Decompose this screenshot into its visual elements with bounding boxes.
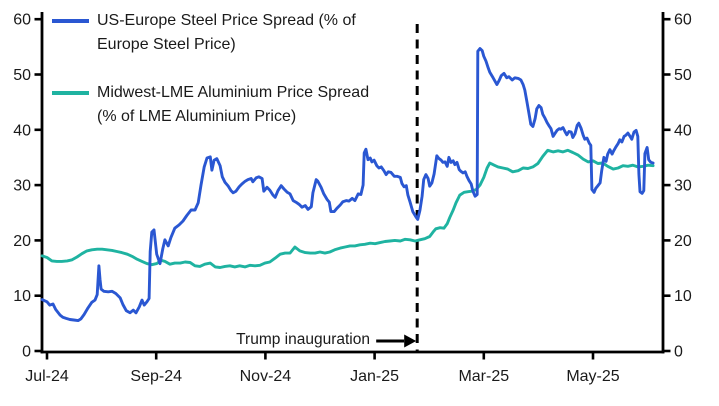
x-tick-label: Jul-24 bbox=[25, 368, 69, 385]
y-tick-label-right: 20 bbox=[674, 233, 692, 250]
x-tick-label: May-25 bbox=[566, 368, 619, 385]
x-tick-label: Jan-25 bbox=[350, 368, 399, 385]
annotation-arrow-head bbox=[404, 334, 417, 348]
steel-legend-swatch bbox=[52, 19, 89, 23]
legend-item-aluminium: Midwest-LME Aluminium Price Spread (% of … bbox=[52, 81, 369, 129]
steel-legend-line1: US-Europe Steel Price Spread (% of bbox=[97, 12, 356, 29]
y-tick-label-left: 0 bbox=[22, 344, 31, 361]
y-tick-label-left: 20 bbox=[13, 233, 31, 250]
y-tick-label-left: 30 bbox=[13, 178, 31, 195]
y-tick-label-right: 60 bbox=[674, 12, 692, 29]
y-tick-label-right: 30 bbox=[674, 178, 692, 195]
aluminium-series-line bbox=[40, 148, 655, 269]
legend-item-steel: US-Europe Steel Price Spread (% of Europe… bbox=[52, 9, 356, 57]
y-tick-label-right: 40 bbox=[674, 122, 692, 139]
y-tick-label-right: 0 bbox=[674, 344, 683, 361]
y-tick-label-right: 50 bbox=[674, 67, 692, 84]
aluminium-legend-swatch bbox=[52, 91, 89, 95]
steel-series-line bbox=[40, 47, 655, 323]
annotation-trump-inauguration: Trump inauguration bbox=[236, 331, 370, 348]
aluminium-legend-line1: Midwest-LME Aluminium Price Spread bbox=[97, 84, 370, 101]
x-tick-label: Nov-24 bbox=[240, 368, 292, 385]
x-tick-label: Mar-25 bbox=[458, 368, 509, 385]
y-tick-label-right: 10 bbox=[674, 288, 692, 305]
y-tick-label-left: 50 bbox=[13, 67, 31, 84]
aluminium-legend-label: Midwest-LME Aluminium Price Spread (% of … bbox=[97, 81, 369, 129]
steel-legend-label: US-Europe Steel Price Spread (% of Europe… bbox=[97, 9, 356, 57]
y-tick-label-left: 10 bbox=[13, 288, 31, 305]
y-tick-label-left: 40 bbox=[13, 122, 31, 139]
y-tick-label-left: 60 bbox=[13, 12, 31, 29]
x-tick-label: Sep-24 bbox=[130, 368, 182, 385]
aluminium-legend-line2: (% of LME Aluminium Price) bbox=[97, 108, 297, 125]
steel-legend-line2: Europe Steel Price) bbox=[97, 36, 236, 53]
